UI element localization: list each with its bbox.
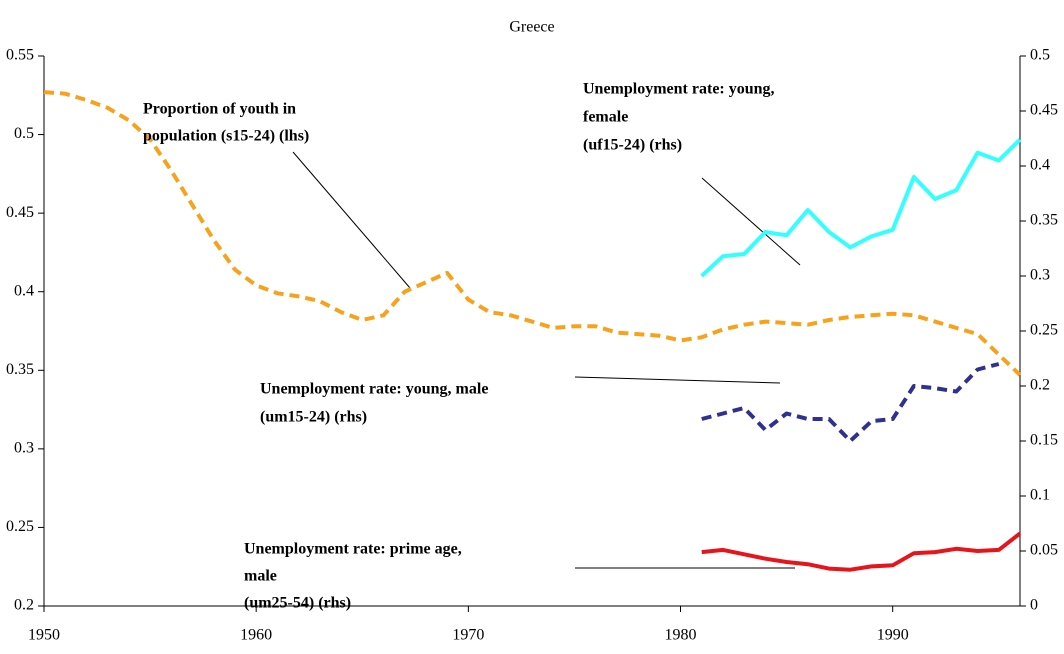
annotation: Unemployment rate: prime age, <box>244 541 462 558</box>
y-tick-label: 0.45 <box>6 204 34 221</box>
leader-line <box>574 376 781 384</box>
chart-title: Greece <box>509 19 554 36</box>
y-tick-label: 0.25 <box>6 518 34 535</box>
x-tick-label: 1950 <box>28 627 60 644</box>
annotation: population (s15-24) (lhs) <box>143 128 309 145</box>
annotation: Proportion of youth in <box>143 101 296 118</box>
series-line <box>43 90 1022 377</box>
y-tick-label: 0.3 <box>14 440 34 457</box>
y2-tick-label: 0.4 <box>1030 157 1050 174</box>
annotation: (uf15-24) (rhs) <box>583 137 682 154</box>
y2-tick-label: 0 <box>1030 597 1038 614</box>
y-tick-label: 0.2 <box>14 597 34 614</box>
series-line <box>701 362 1000 443</box>
y2-tick-label: 0.5 <box>1030 47 1050 64</box>
annotation: Unemployment rate: young, <box>583 81 775 98</box>
y2-tick-label: 0.2 <box>1030 377 1050 394</box>
annotation: female <box>583 109 628 126</box>
y-tick-label: 0.55 <box>6 47 34 64</box>
x-tick-label: 1980 <box>665 627 697 644</box>
annotation: (um25-54) (rhs) <box>244 595 351 612</box>
y-tick-label: 0.4 <box>14 282 34 299</box>
annotation: Unemployment rate: young, male <box>260 381 488 398</box>
y2-tick-label: 0.35 <box>1030 212 1058 229</box>
y2-tick-label: 0.45 <box>1030 102 1058 119</box>
x-tick-label: 1960 <box>240 627 272 644</box>
leader-line <box>292 151 411 289</box>
y2-tick-label: 0.3 <box>1030 267 1050 284</box>
leader-line <box>701 177 801 266</box>
y-tick-label: 0.5 <box>14 125 34 142</box>
x-tick-label: 1970 <box>452 627 484 644</box>
series-line <box>700 138 1022 278</box>
series-line <box>701 531 1022 572</box>
y2-tick-label: 0.05 <box>1030 542 1058 559</box>
y-tick-label: 0.35 <box>6 361 34 378</box>
y2-tick-label: 0.25 <box>1030 322 1058 339</box>
x-tick-label: 1990 <box>877 627 909 644</box>
annotation: (um15-24) (rhs) <box>260 409 367 426</box>
y2-tick-label: 0.1 <box>1030 487 1050 504</box>
y2-tick-label: 0.15 <box>1030 432 1058 449</box>
annotation: male <box>244 568 277 585</box>
